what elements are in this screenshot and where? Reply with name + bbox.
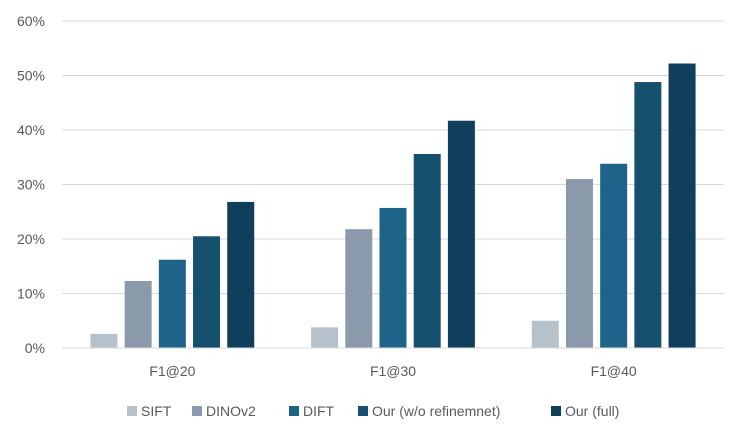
- y-tick-label: 0%: [25, 340, 45, 356]
- y-tick-label: 50%: [17, 68, 45, 84]
- bar: [345, 229, 373, 348]
- bar: [90, 333, 118, 348]
- bar: [227, 201, 255, 348]
- x-tick-label: F1@40: [591, 363, 637, 379]
- x-tick-label: F1@30: [370, 363, 416, 379]
- legend-label: Our (full): [565, 403, 619, 419]
- legend-label: DINOv2: [206, 403, 256, 419]
- y-tick-label: 60%: [17, 13, 45, 29]
- legend-swatch: [358, 406, 368, 416]
- bars: [62, 63, 724, 349]
- legend-label: SIFT: [141, 403, 172, 419]
- bar: [668, 63, 696, 348]
- y-tick-label: 30%: [17, 177, 45, 193]
- y-tick-label: 40%: [17, 122, 45, 138]
- bar: [565, 179, 593, 348]
- bar: [600, 163, 628, 348]
- legend-swatch: [551, 406, 561, 416]
- bar: [193, 236, 221, 348]
- bar: [311, 327, 339, 348]
- bar: [413, 153, 441, 348]
- legend: SIFT DINOv2 DIFT Our (w/o refinemnet) Our (f…: [127, 403, 619, 419]
- legend-swatch: [289, 406, 299, 416]
- y-tick-label: 10%: [17, 286, 45, 302]
- legend-label: DIFT: [303, 403, 335, 419]
- x-axis-ticks: F1@20 F1@30 F1@40: [149, 363, 637, 379]
- bar: [158, 259, 186, 348]
- bar: [634, 82, 662, 348]
- legend-swatch: [127, 406, 137, 416]
- y-tick-label: 20%: [17, 231, 45, 247]
- bar: [531, 320, 559, 348]
- bar: [379, 207, 407, 348]
- bar: [124, 280, 152, 348]
- x-tick-label: F1@20: [149, 363, 195, 379]
- bar: [447, 120, 475, 348]
- legend-swatch: [192, 406, 202, 416]
- legend-label: Our (w/o refinemnet): [372, 403, 500, 419]
- y-axis-ticks: 0% 10% 20% 30% 40% 50% 60%: [17, 13, 45, 356]
